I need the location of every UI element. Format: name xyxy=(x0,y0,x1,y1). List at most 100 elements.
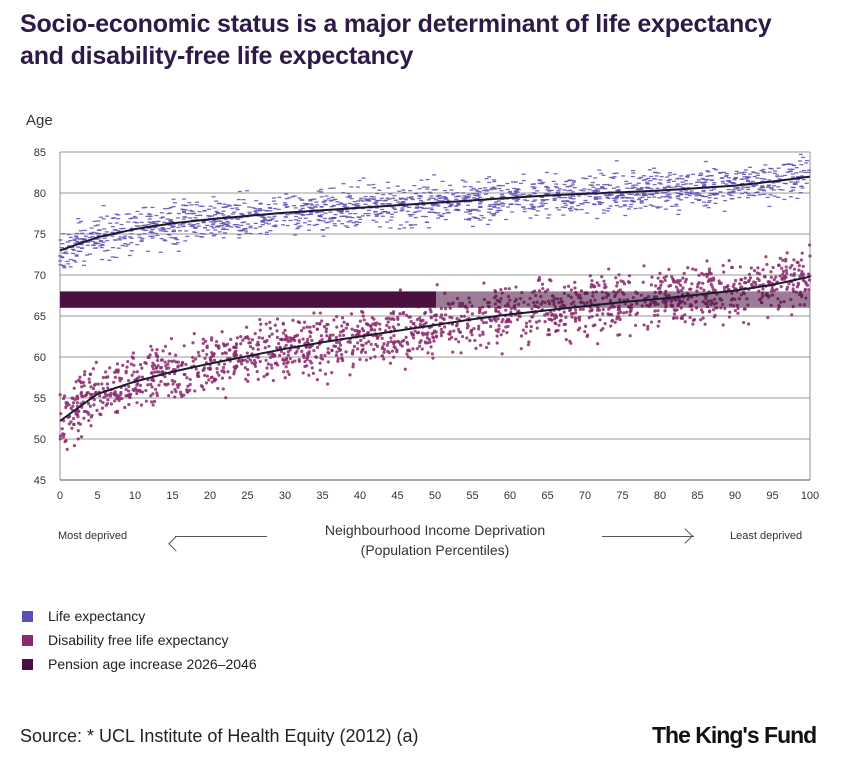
disability-free-point xyxy=(800,269,804,274)
life-expectancy-point xyxy=(171,243,176,245)
life-expectancy-point xyxy=(539,182,544,185)
disability-free-point xyxy=(170,390,174,394)
life-expectancy-point xyxy=(128,236,133,238)
life-expectancy-point xyxy=(80,232,85,234)
life-expectancy-point xyxy=(156,220,161,222)
legend-item-life-expectancy: Life expectancy xyxy=(22,604,257,628)
life-expectancy-point xyxy=(366,212,371,215)
disability-free-point xyxy=(385,343,389,347)
life-expectancy-point xyxy=(244,230,249,232)
life-expectancy-point xyxy=(392,195,397,197)
disability-free-point xyxy=(780,266,784,270)
y-tick-label: 85 xyxy=(34,147,46,159)
life-expectancy-point xyxy=(678,192,683,195)
life-expectancy-point xyxy=(568,197,573,200)
disability-free-point xyxy=(408,315,412,319)
life-expectancy-point xyxy=(81,238,86,240)
life-expectancy-point xyxy=(454,205,459,207)
life-expectancy-point xyxy=(435,204,440,206)
life-expectancy-point xyxy=(429,207,434,209)
life-expectancy-point xyxy=(213,221,218,223)
legend-item-disability-free: Disability free life expectancy xyxy=(22,628,257,652)
life-expectancy-point xyxy=(606,207,611,210)
life-expectancy-point xyxy=(281,224,286,226)
disability-free-point xyxy=(88,372,93,376)
life-expectancy-point xyxy=(490,196,495,199)
life-expectancy-point xyxy=(733,187,738,189)
life-expectancy-point xyxy=(273,203,278,205)
x-tick-labels: 0 5 10 15 20 25 30 35 40 45 50 55 60 65 70 75 80 85 90 95 10… xyxy=(57,490,819,502)
disability-free-point xyxy=(92,398,96,402)
life-expectancy-point xyxy=(736,186,741,189)
disability-free-point xyxy=(487,341,491,346)
disability-free-point xyxy=(775,287,779,291)
disability-free-point xyxy=(312,324,316,328)
disability-free-point xyxy=(176,365,180,369)
life-expectancy-point xyxy=(254,209,259,212)
life-expectancy-point xyxy=(253,222,258,225)
life-expectancy-point xyxy=(215,212,220,215)
disability-free-point xyxy=(214,343,218,347)
disability-free-point xyxy=(228,376,232,380)
disability-free-point xyxy=(558,313,562,317)
life-expectancy-point xyxy=(456,209,461,211)
life-expectancy-point xyxy=(492,213,497,215)
life-expectancy-point xyxy=(723,199,728,202)
life-expectancy-point xyxy=(122,237,127,239)
life-expectancy-point xyxy=(324,195,329,197)
life-expectancy-point xyxy=(470,225,475,228)
life-expectancy-point xyxy=(373,213,378,215)
life-expectancy-point xyxy=(701,178,706,180)
life-expectancy-point xyxy=(701,185,706,188)
disability-free-point xyxy=(679,288,684,293)
life-expectancy-point xyxy=(409,197,414,200)
life-expectancy-point xyxy=(143,224,148,226)
x-tick-label: 65 xyxy=(541,490,553,502)
disability-free-point xyxy=(234,345,238,349)
life-expectancy-point xyxy=(530,205,535,207)
disability-free-point xyxy=(477,324,481,328)
life-expectancy-point xyxy=(648,179,653,182)
disability-free-point xyxy=(574,311,578,315)
life-expectancy-point xyxy=(433,203,438,205)
disability-free-point xyxy=(94,360,98,364)
life-expectancy-point xyxy=(190,210,195,212)
life-expectancy-point xyxy=(374,221,379,223)
life-expectancy-point xyxy=(801,169,806,172)
life-expectancy-point xyxy=(239,229,244,231)
life-expectancy-point xyxy=(539,205,544,207)
life-expectancy-point xyxy=(63,251,68,253)
disability-free-point xyxy=(421,318,425,322)
life-expectancy-point xyxy=(61,264,66,267)
life-expectancy-point xyxy=(543,202,548,205)
life-expectancy-point xyxy=(387,203,392,205)
life-expectancy-point xyxy=(629,200,634,202)
life-expectancy-point xyxy=(418,206,423,208)
life-expectancy-point xyxy=(468,213,473,215)
life-expectancy-point xyxy=(95,224,100,226)
disability-free-point xyxy=(398,288,403,292)
disability-free-point xyxy=(805,283,810,287)
life-expectancy-point xyxy=(641,179,646,181)
disability-free-point xyxy=(415,331,419,335)
disability-free-point xyxy=(701,281,705,285)
disability-free-point xyxy=(155,358,160,363)
disability-free-point xyxy=(64,405,68,410)
disability-free-point xyxy=(789,273,793,277)
life-expectancy-point xyxy=(58,264,63,266)
disability-free-point xyxy=(154,366,158,370)
life-expectancy-point xyxy=(522,199,527,201)
disability-free-point xyxy=(567,284,571,288)
life-expectancy-point xyxy=(684,196,689,199)
life-expectancy-point xyxy=(514,203,519,205)
disability-free-point xyxy=(364,341,368,345)
life-expectancy-point xyxy=(296,213,301,215)
life-expectancy-point xyxy=(595,184,600,186)
disability-free-point xyxy=(150,400,154,404)
life-expectancy-point xyxy=(372,187,377,189)
life-expectancy-point xyxy=(449,204,454,206)
disability-free-point xyxy=(396,322,401,327)
life-expectancy-point xyxy=(466,209,471,211)
disability-free-point xyxy=(319,334,324,338)
life-expectancy-point xyxy=(99,258,104,261)
